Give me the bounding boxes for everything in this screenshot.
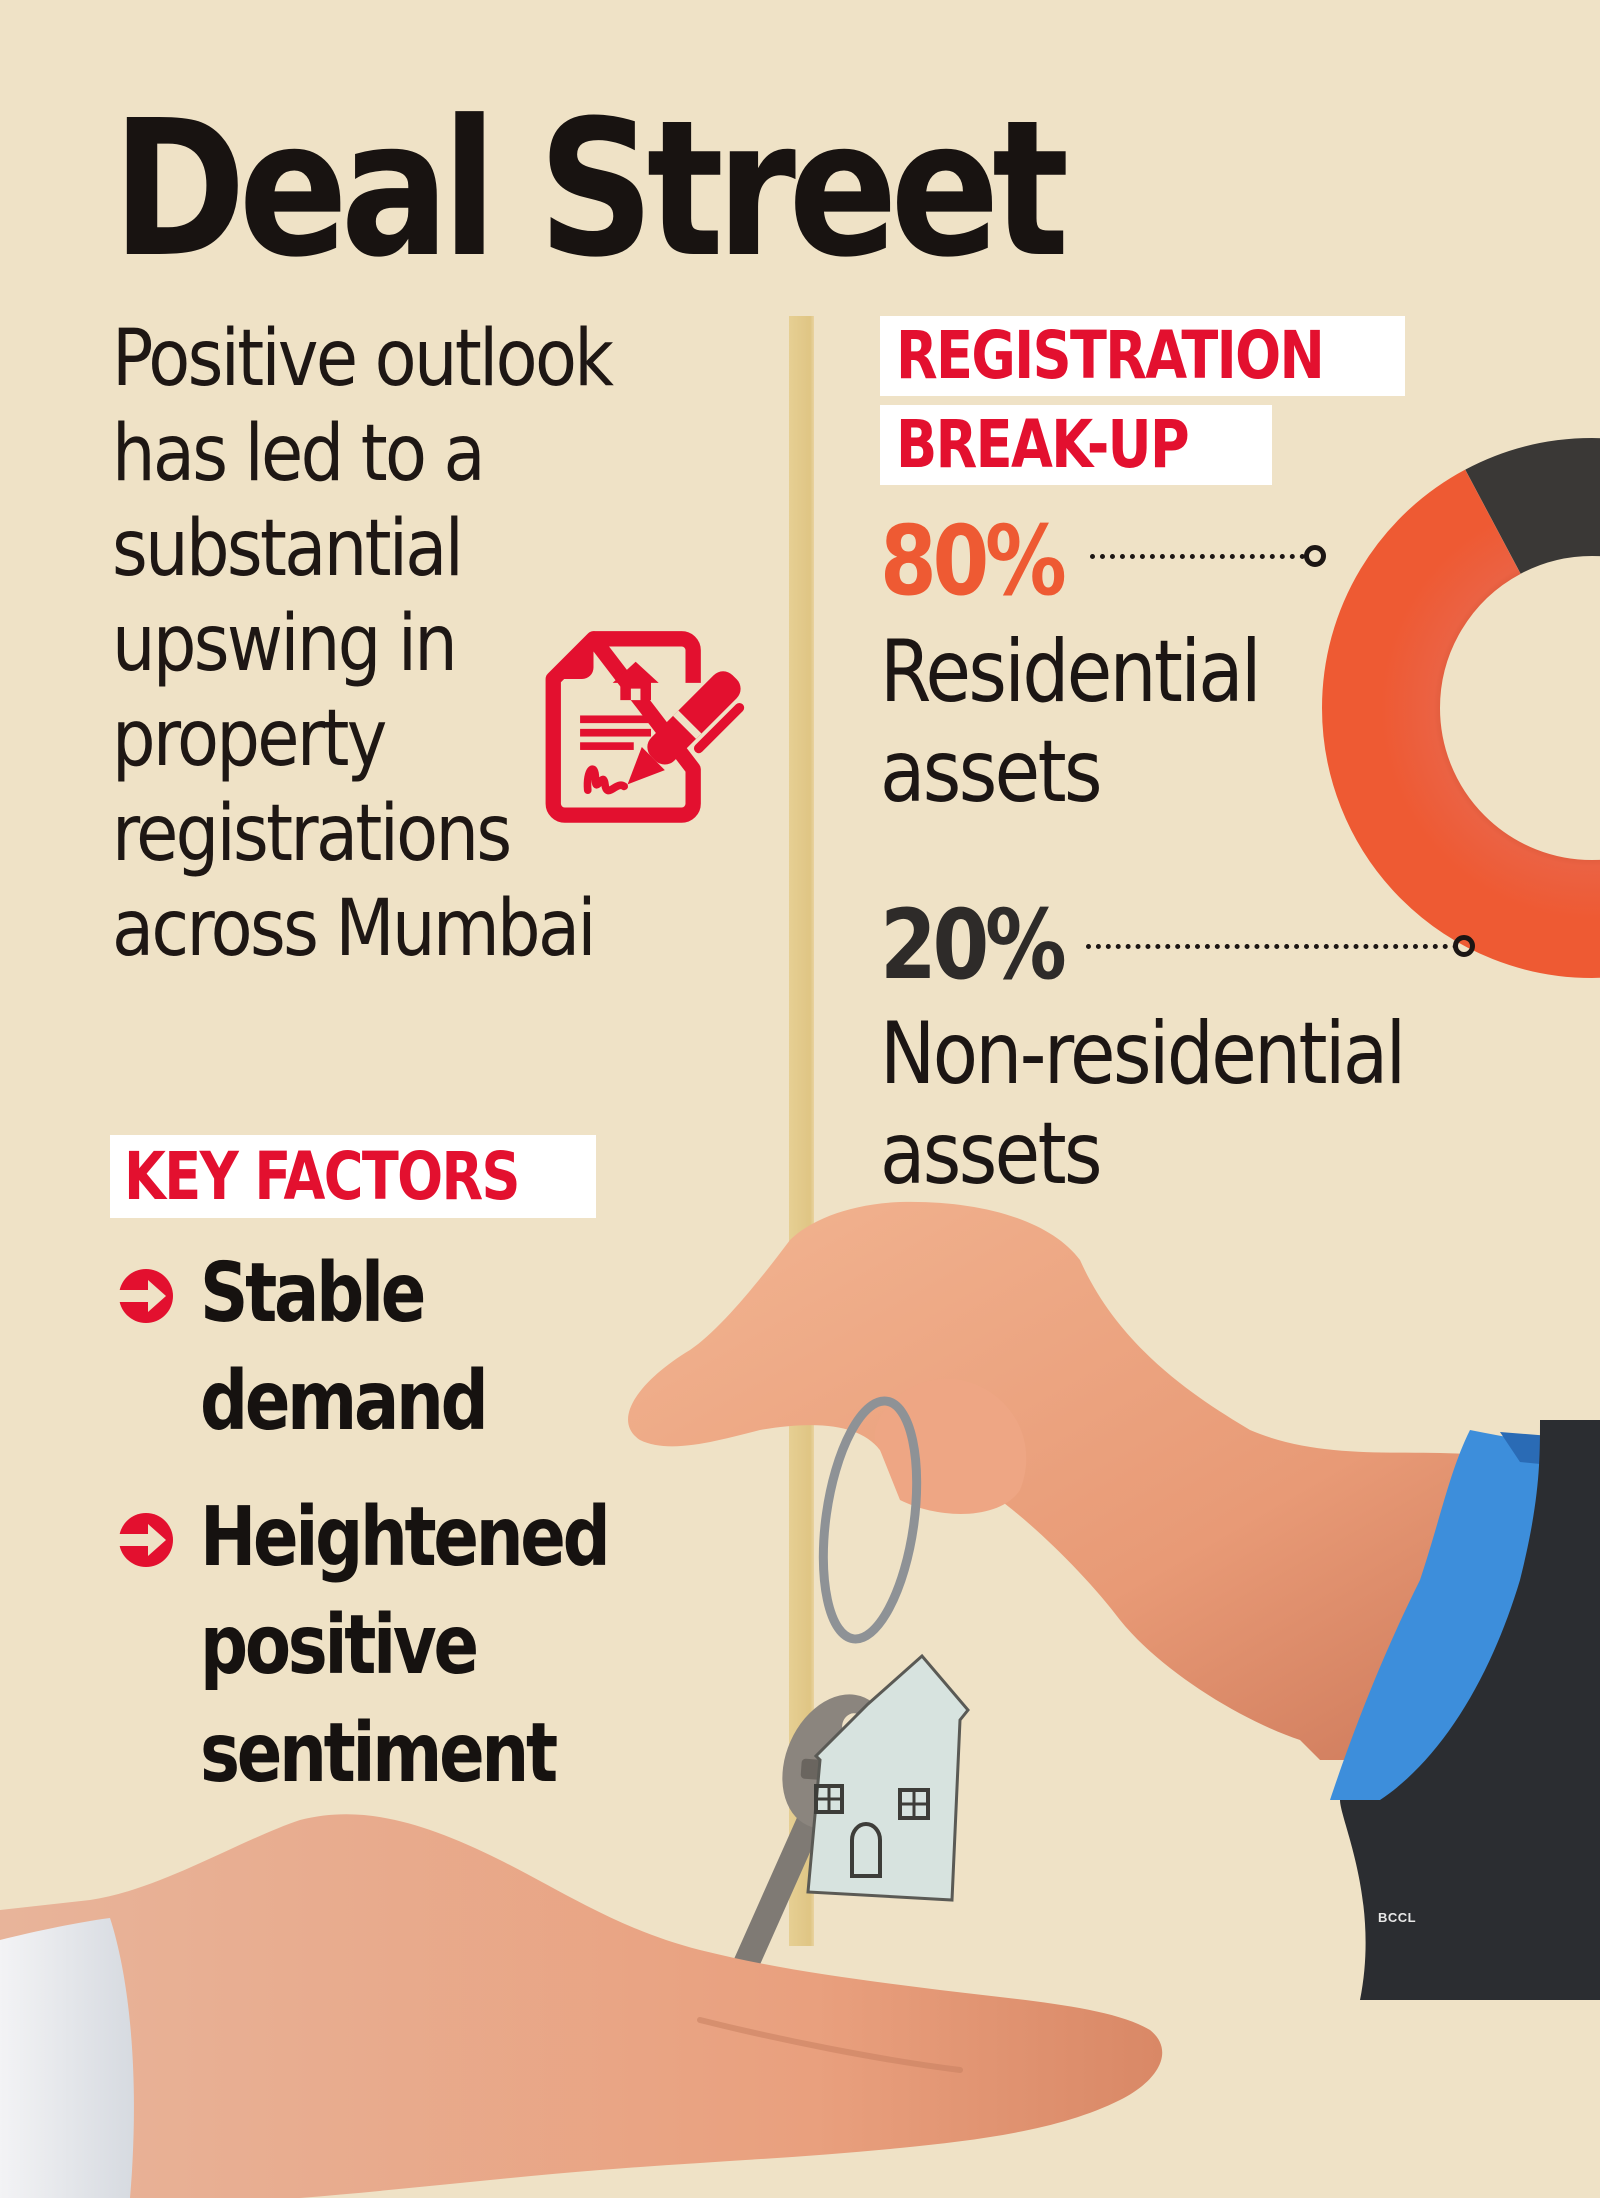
intro-line: upswing in xyxy=(112,599,458,689)
registration-donut-chart xyxy=(1322,438,1600,978)
residential-label: Residential assets xyxy=(880,622,1262,822)
residential-leader-line xyxy=(1090,554,1305,559)
non-residential-percent: 20% xyxy=(880,889,1067,1001)
non-residential-slice xyxy=(1322,438,1600,978)
intro-line: across Mumbai xyxy=(112,884,596,974)
column-divider xyxy=(789,316,814,1946)
registration-heading: REGISTRATION xyxy=(880,316,1405,396)
registration-heading-line2: BREAK-UP xyxy=(880,405,1272,485)
intro-paragraph: Positive outlook has led to a substantia… xyxy=(112,312,710,977)
arrow-circle-right-icon xyxy=(118,1513,173,1567)
non-residential-label: Non-residential assets xyxy=(880,1004,1406,1204)
non-residential-leader-line xyxy=(1086,944,1458,949)
photo-credit: BCCL xyxy=(1378,1910,1417,1925)
property-registration-document-icon xyxy=(536,624,766,828)
intro-line: substantial xyxy=(112,504,464,594)
residential-slice xyxy=(1322,438,1600,978)
page-title: Deal Street xyxy=(112,80,1069,299)
residential-leader-end xyxy=(1304,545,1326,567)
residential-percent: 80% xyxy=(880,505,1067,617)
intro-line: has led to a xyxy=(112,409,486,499)
key-factors-heading: KEY FACTORS xyxy=(110,1135,596,1218)
non-residential-leader-end xyxy=(1453,935,1475,957)
key-handover-photo xyxy=(0,1200,1600,2198)
arrow-circle-right-icon xyxy=(118,1269,173,1323)
intro-line: property xyxy=(112,694,387,784)
intro-line: registrations xyxy=(112,789,512,879)
intro-line: Positive outlook xyxy=(112,314,614,404)
